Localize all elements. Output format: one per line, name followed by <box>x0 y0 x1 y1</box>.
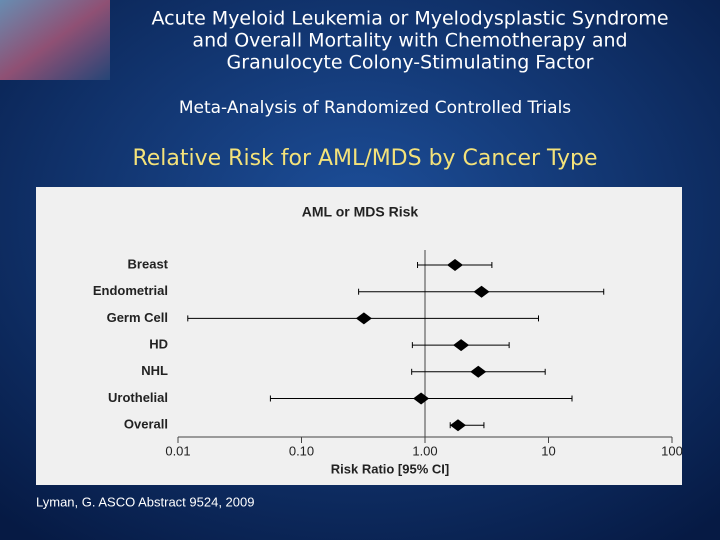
x-tick-label: 100 <box>661 443 683 458</box>
title-line: Granulocyte Colony-Stimulating Factor <box>227 52 594 74</box>
point-estimate <box>470 365 487 378</box>
x-axis-label: Risk Ratio [95% CI] <box>331 461 449 476</box>
point-estimate <box>453 339 470 352</box>
y-tick-label: HD <box>149 337 168 352</box>
header-image <box>0 0 110 80</box>
point-estimate <box>473 285 490 298</box>
point-estimate <box>449 419 466 432</box>
point-estimate <box>355 312 372 325</box>
footnote: Lyman, G. ASCO Abstract 9524, 2009 <box>36 494 254 509</box>
y-tick-label: Germ Cell <box>107 310 168 325</box>
y-tick-label: Endometrial <box>93 283 168 298</box>
point-estimate <box>447 259 464 271</box>
chart-title: AML or MDS Risk <box>302 204 419 220</box>
title-line: and Overall Mortality with Chemotherapy … <box>192 30 627 52</box>
x-tick-label: 1.00 <box>412 443 437 458</box>
x-tick-label: 10 <box>541 443 555 458</box>
title-line: Acute Myeloid Leukemia or Myelodysplasti… <box>151 8 668 30</box>
y-tick-label: Breast <box>128 256 169 271</box>
x-tick-label: 0.10 <box>289 443 314 458</box>
y-tick-label: NHL <box>141 363 168 378</box>
heading: Relative Risk for AML/MDS by Cancer Type <box>132 146 597 171</box>
subtitle: Meta-Analysis of Randomized Controlled T… <box>179 98 571 118</box>
point-estimate <box>413 392 430 405</box>
y-tick-label: Overall <box>124 417 168 432</box>
x-tick-label: 0.01 <box>165 443 190 458</box>
chart-panel <box>36 187 682 485</box>
y-tick-label: Urothelial <box>108 390 168 405</box>
